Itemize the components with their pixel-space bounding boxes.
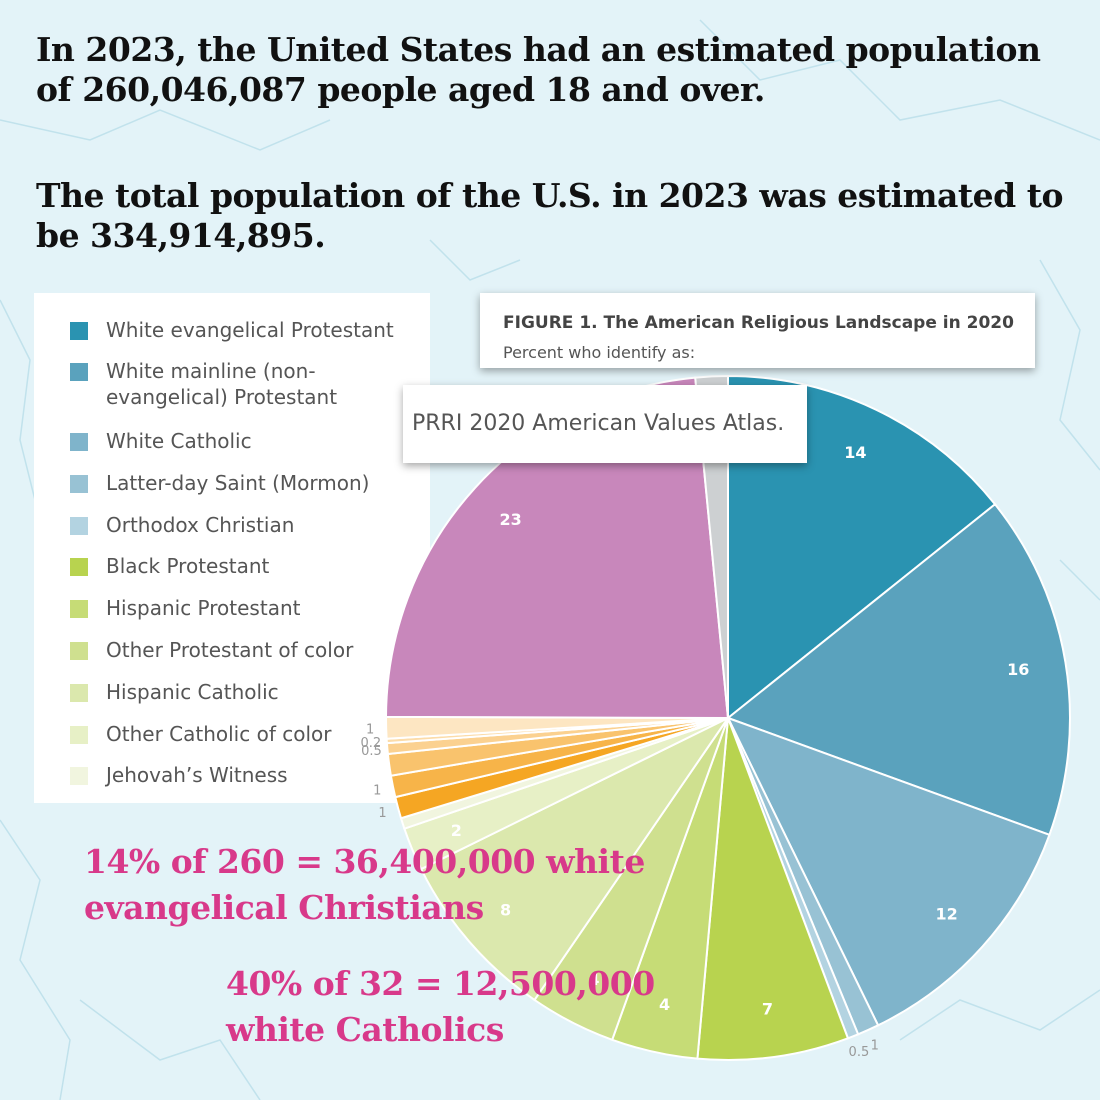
slice-label: 23 (499, 510, 521, 529)
legend-label: Other Protestant of color (106, 638, 354, 662)
legend-swatch (70, 600, 88, 618)
legend-label: Black Protestant (106, 554, 270, 578)
slice-label: 1 (871, 1039, 879, 1054)
slice-label: 1 (378, 806, 386, 821)
legend-label: Hispanic Catholic (106, 680, 279, 704)
chart-subtitle: Percent who identify as: (503, 343, 696, 362)
slice-label: 0.2 (360, 736, 381, 751)
headline-total-population: The total population of the U.S. in 2023… (36, 176, 1063, 255)
pie-slice (725, 502, 1071, 837)
legend-panel: White evangelical Protestant White mainl… (34, 293, 430, 803)
slice-label: 4 (659, 995, 670, 1014)
slice-label: 2 (451, 821, 462, 840)
pie-slice (726, 716, 1051, 1027)
chart-title: FIGURE 1. The American Religious Landsca… (503, 313, 1014, 333)
legend-swatch (70, 433, 88, 451)
headline-adult-population: In 2023, the United States had an estima… (36, 30, 1041, 109)
pie-slice (696, 717, 850, 1062)
slice-label: 4 (588, 970, 599, 989)
slice-label: 0.5 (849, 1045, 870, 1060)
slice-label: 14 (844, 443, 866, 462)
legend-swatch (70, 642, 88, 660)
pie-slice (419, 715, 731, 1002)
source-box: PRRI 2020 American Values Atlas. (403, 385, 807, 463)
legend-swatch (70, 726, 88, 744)
legend-label: White mainline (non- evangelical) Protes… (106, 359, 338, 409)
slice-label: 0.5 (361, 744, 382, 759)
figure-caption-box: FIGURE 1. The American Religious Landsca… (480, 293, 1035, 368)
legend-swatch (70, 767, 88, 785)
slice-label: 7 (762, 999, 773, 1018)
slice-label: 1 (373, 784, 381, 799)
source-label: PRRI 2020 American Values Atlas. (412, 411, 785, 436)
slice-label: 1 (366, 722, 374, 737)
legend-swatch (70, 558, 88, 576)
legend-label: Jehovah’s Witness (106, 763, 288, 787)
legend-swatch (70, 684, 88, 702)
legend-label: Latter-day Saint (Mormon) (106, 471, 370, 495)
annotation-catholic: 40% of 32 = 12,500,000 white Catholics (226, 964, 655, 1049)
legend-swatch (70, 322, 88, 340)
legend-swatch (70, 517, 88, 535)
legend-swatch (70, 363, 88, 381)
legend-label: White Catholic (106, 429, 252, 453)
annotation-evangelical: 14% of 260 = 36,400,000 white evangelica… (84, 842, 645, 927)
legend-swatch (70, 475, 88, 493)
slice-label: 8 (500, 900, 511, 919)
legend-label: Other Catholic of color (106, 722, 332, 746)
slice-label: 16 (1007, 660, 1029, 679)
slice-label: 12 (936, 905, 958, 924)
legend-label: Orthodox Christian (106, 513, 295, 537)
legend-label: Hispanic Protestant (106, 596, 301, 620)
legend-label: White evangelical Protestant (106, 318, 394, 342)
